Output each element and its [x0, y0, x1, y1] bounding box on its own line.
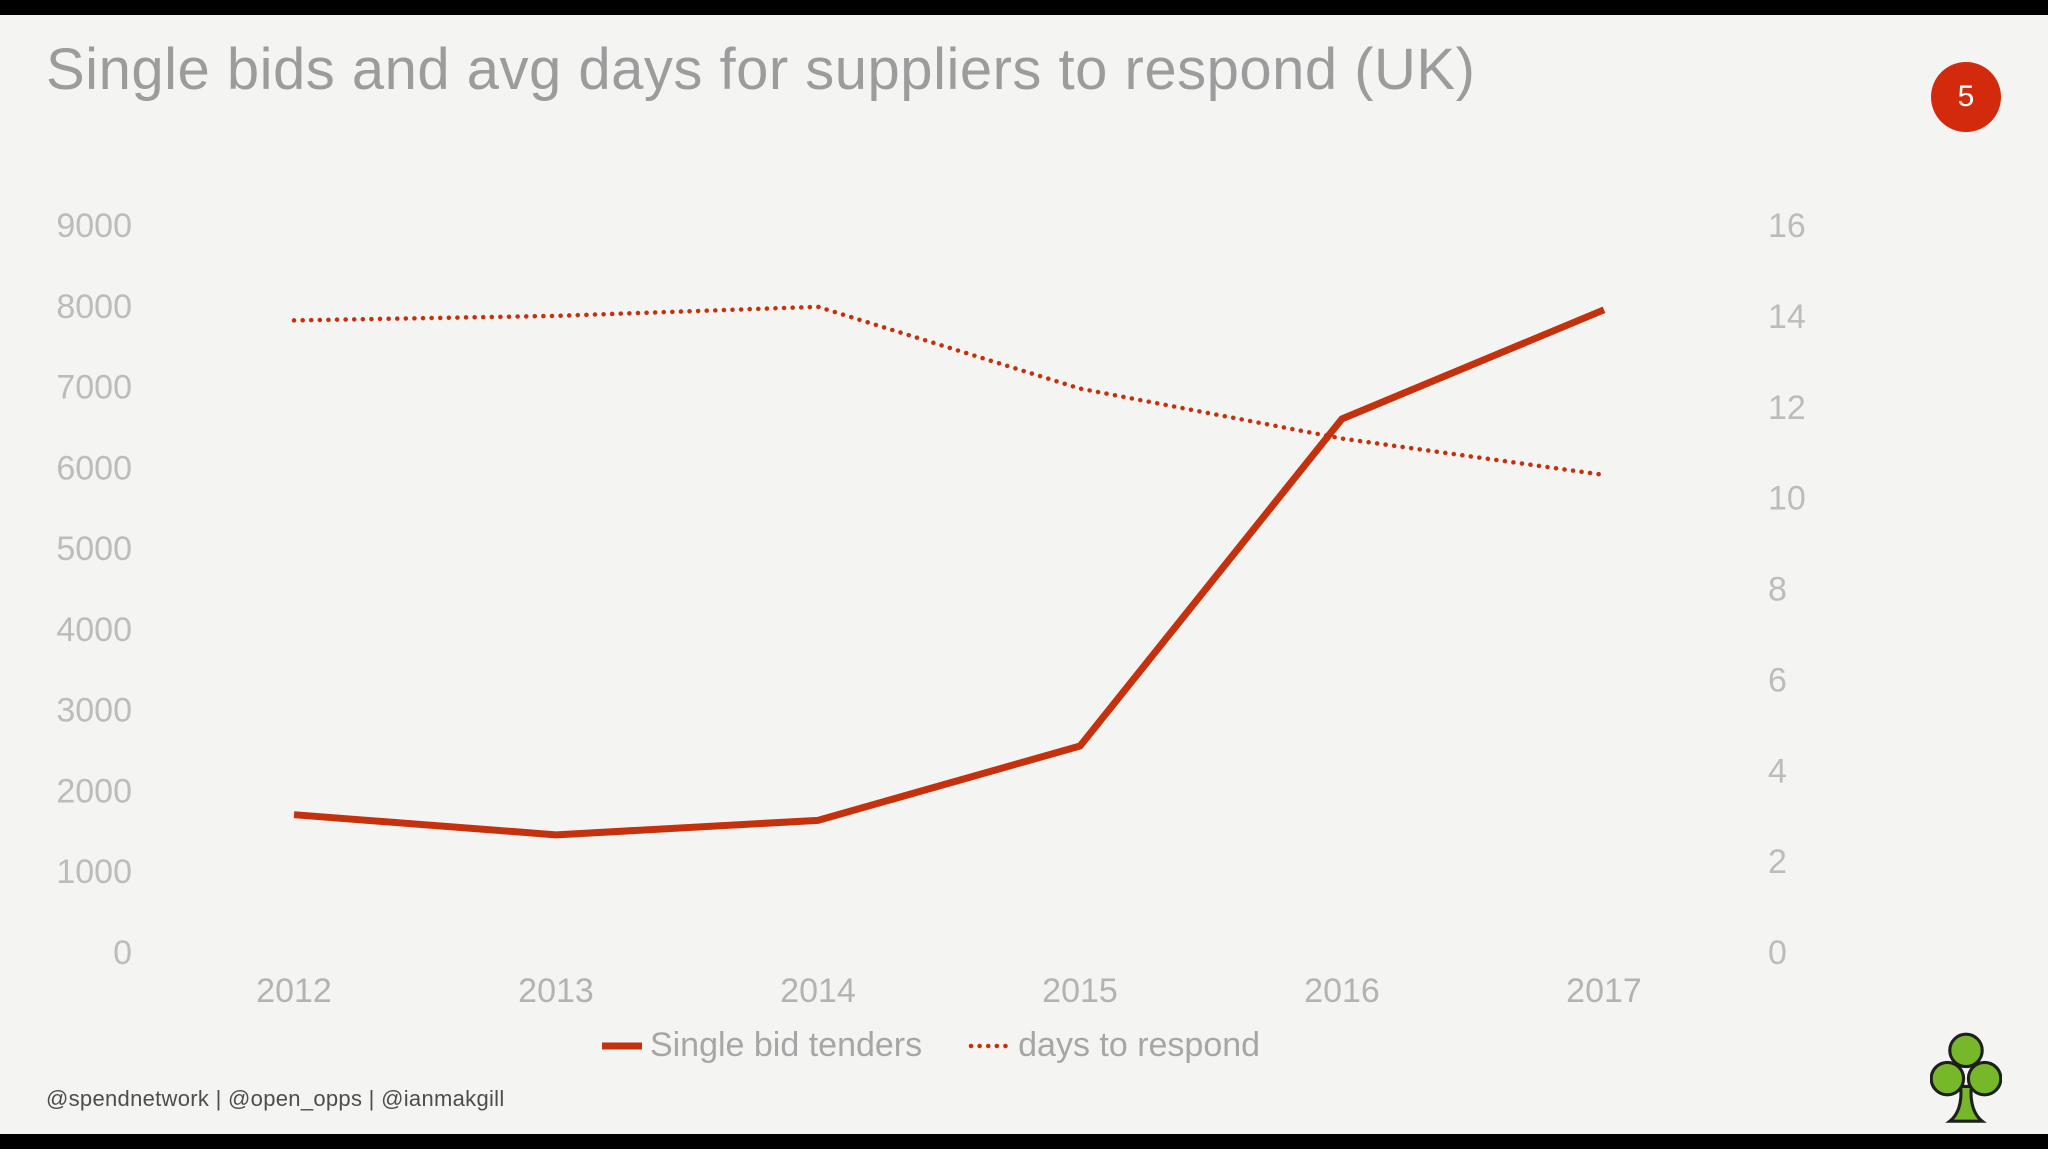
left-axis-tick: 7000	[56, 369, 132, 407]
right-axis-tick: 10	[1768, 480, 1806, 518]
right-axis-tick: 8	[1768, 571, 1787, 609]
right-axis-tick: 4	[1768, 752, 1787, 790]
x-axis-tick: 2017	[1566, 972, 1642, 1010]
right-axis-tick: 0	[1768, 934, 1787, 972]
left-axis-tick: 6000	[56, 449, 132, 487]
left-axis-tick: 9000	[56, 207, 132, 245]
x-axis-tick: 2013	[518, 972, 594, 1010]
legend-label: Single bid tenders	[649, 1026, 923, 1064]
right-axis-tick: 12	[1768, 389, 1806, 427]
top-letterbox-bar	[0, 0, 2048, 15]
page-title: Single bids and avg days for suppliers t…	[46, 37, 1476, 102]
page-number-badge: 5	[1931, 62, 2001, 132]
single-bid-tenders-line	[293, 306, 1606, 839]
dotted-line-sample-icon	[968, 1043, 1013, 1048]
left-axis-tick: 8000	[56, 288, 132, 326]
right-axis-tick: 16	[1768, 207, 1806, 245]
left-axis-tick: 0	[113, 934, 132, 972]
left-axis-tick: 4000	[56, 611, 132, 649]
x-axis-tick: 2012	[256, 972, 332, 1010]
x-axis-tick: 2014	[780, 972, 856, 1010]
x-axis-tick: 2015	[1042, 972, 1118, 1010]
bottom-letterbox-bar	[0, 1134, 2048, 1149]
chart-legend: Single bid tenders days to respond	[0, 1026, 1860, 1065]
page-number: 5	[1957, 80, 1975, 113]
left-axis-tick: 3000	[56, 692, 132, 730]
legend-item-single-bid-tenders: Single bid tenders	[600, 1026, 922, 1065]
right-axis-tick: 2	[1768, 843, 1787, 881]
right-axis-tick: 6	[1768, 661, 1787, 699]
left-axis-tick: 1000	[56, 853, 132, 891]
clover-club-logo-icon	[1930, 1032, 2002, 1123]
left-axis-tick: 5000	[56, 530, 132, 568]
legend-label: days to respond	[1018, 1026, 1261, 1064]
days-to-respond-line	[291, 304, 1607, 478]
x-axis-tick: 2016	[1304, 972, 1380, 1010]
solid-line-sample-icon	[601, 1042, 642, 1049]
right-axis-tick: 14	[1768, 298, 1806, 336]
social-credits: @spendnetwork | @open_opps | @ianmakgill	[46, 1086, 505, 1111]
left-axis-tick: 2000	[56, 772, 132, 810]
legend-item-days-to-respond: days to respond	[968, 1026, 1260, 1065]
